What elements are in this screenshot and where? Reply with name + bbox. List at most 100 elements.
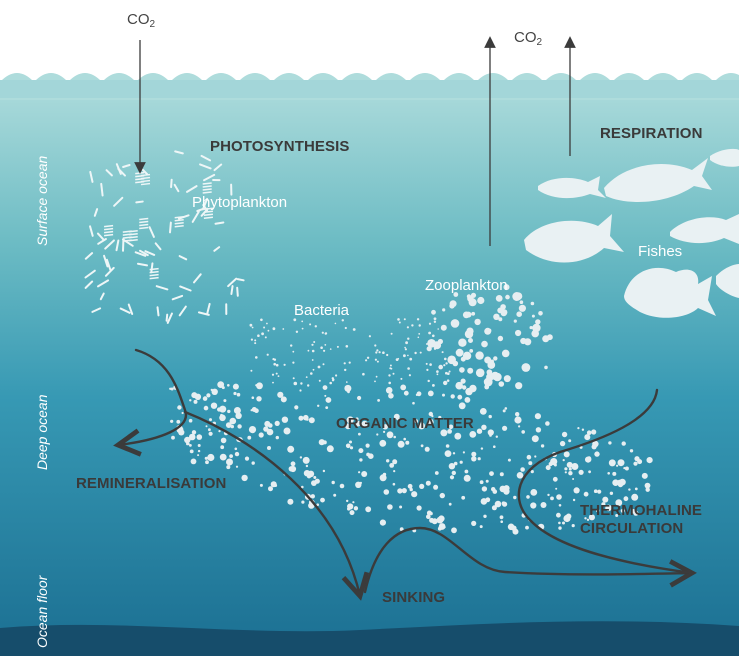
organic-particle	[227, 459, 232, 463]
organic-particle	[516, 311, 522, 318]
organic-particle	[308, 417, 315, 424]
organic-particle	[491, 487, 496, 492]
organic-particle	[189, 399, 192, 402]
organic-particle	[355, 420, 361, 427]
seabed	[0, 621, 739, 656]
organic-particle	[374, 380, 376, 383]
organic-particle	[502, 425, 508, 431]
phytoplankton-cell	[236, 278, 245, 282]
organic-particle	[547, 493, 550, 497]
phytoplankton-cell	[173, 183, 180, 193]
organic-particle	[191, 430, 197, 435]
organic-particle	[197, 444, 201, 447]
organic-particle	[464, 329, 474, 339]
organic-particle	[395, 358, 399, 361]
phytoplankton-cell	[213, 163, 223, 172]
organic-particle	[344, 326, 347, 330]
organic-particle	[559, 440, 566, 447]
organic-particle	[433, 484, 439, 490]
organic-particle	[463, 474, 471, 482]
organic-particle	[493, 313, 500, 320]
organic-particle	[273, 362, 277, 366]
organic-particle	[292, 377, 295, 380]
organic-particle	[299, 456, 303, 459]
organic-particle	[178, 429, 185, 436]
organic-particle	[568, 439, 572, 443]
organic-particle	[324, 332, 327, 335]
organic-particle	[379, 519, 386, 526]
organic-particle	[208, 428, 211, 432]
organic-particle	[226, 465, 231, 470]
organic-particle	[558, 504, 562, 507]
organic-particle	[403, 390, 409, 396]
organic-particle	[197, 449, 201, 453]
organic-particle	[412, 401, 415, 405]
organic-particle	[267, 446, 271, 450]
organic-particle	[189, 449, 194, 454]
organic-particle	[535, 427, 542, 433]
organic-particle	[197, 454, 200, 457]
organic-particle	[251, 396, 255, 400]
organic-particle	[258, 432, 264, 438]
organic-particle	[377, 399, 380, 402]
organic-particle	[525, 525, 529, 530]
organic-particle	[275, 363, 279, 367]
organic-particle	[244, 456, 250, 461]
organic-particle	[441, 351, 444, 354]
phytoplankton-cell	[104, 239, 115, 250]
organic-particle	[400, 384, 407, 391]
organic-particle	[481, 340, 488, 348]
organic-particle	[597, 489, 602, 494]
organic-particle	[529, 326, 533, 330]
organic-particle	[485, 479, 489, 483]
organic-particle	[497, 335, 504, 342]
organic-particle	[397, 318, 400, 321]
sinking-arrow-right	[363, 526, 692, 594]
organic-particles	[169, 284, 653, 535]
organic-particle	[618, 500, 621, 504]
organic-particle	[335, 374, 338, 377]
organic-particle	[475, 368, 485, 378]
organic-particle	[427, 339, 436, 348]
organic-particle	[283, 363, 286, 366]
organic-particle	[564, 471, 567, 474]
organic-particle	[271, 373, 275, 376]
organic-particle	[326, 445, 334, 453]
organic-particle	[396, 417, 400, 421]
organic-particle	[292, 361, 295, 364]
organic-particle	[480, 447, 484, 450]
phytoplankton-cell	[186, 185, 198, 193]
phytoplankton-cell	[201, 197, 209, 211]
organic-particle	[220, 437, 227, 444]
organic-particle	[376, 360, 379, 363]
organic-particle	[294, 405, 299, 410]
organic-particle	[204, 456, 208, 460]
organic-particle	[375, 351, 378, 354]
organic-particle	[503, 375, 511, 383]
organic-particle	[645, 487, 650, 492]
phytoplankton-chain-segment	[174, 218, 184, 222]
sinking-arrow-left	[183, 410, 360, 596]
organic-particle	[633, 461, 638, 466]
organic-particle	[515, 382, 523, 390]
phytoplankton-cell	[84, 280, 94, 289]
organic-particle	[349, 440, 352, 444]
organic-particle	[311, 343, 314, 346]
organic-particle	[556, 494, 562, 500]
organic-matter-label: ORGANIC MATTER	[336, 415, 474, 432]
organic-particle	[263, 326, 266, 329]
organic-particle	[426, 514, 431, 519]
organic-particle	[592, 440, 599, 448]
organic-particle	[419, 483, 425, 489]
phytoplankton-cell	[99, 292, 105, 301]
organic-particle	[388, 381, 392, 385]
organic-particle	[433, 347, 437, 350]
organic-particle	[432, 384, 435, 387]
organic-particle	[494, 500, 502, 508]
organic-particle	[489, 471, 494, 476]
organic-particle	[393, 435, 397, 439]
organic-particle	[518, 304, 527, 312]
organic-particle	[566, 461, 573, 468]
phytoplankton-chain-segment	[202, 182, 212, 185]
phytoplankton-cell	[199, 163, 212, 170]
